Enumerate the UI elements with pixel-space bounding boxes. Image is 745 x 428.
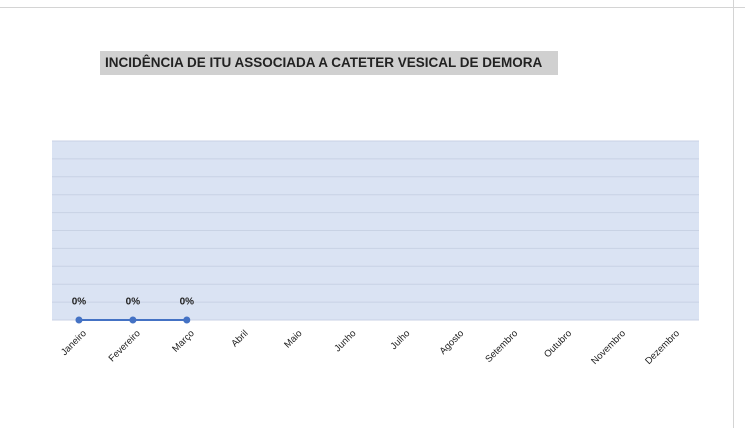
data-label: 0% xyxy=(180,297,195,308)
point xyxy=(183,316,191,324)
data-label: 0% xyxy=(126,297,141,308)
data-label: 0% xyxy=(72,297,87,308)
title-background xyxy=(100,51,558,75)
point xyxy=(129,316,137,324)
point xyxy=(75,316,83,324)
chart-title: INCIDÊNCIA DE ITU ASSOCIADA A CATETER VE… xyxy=(105,55,543,70)
